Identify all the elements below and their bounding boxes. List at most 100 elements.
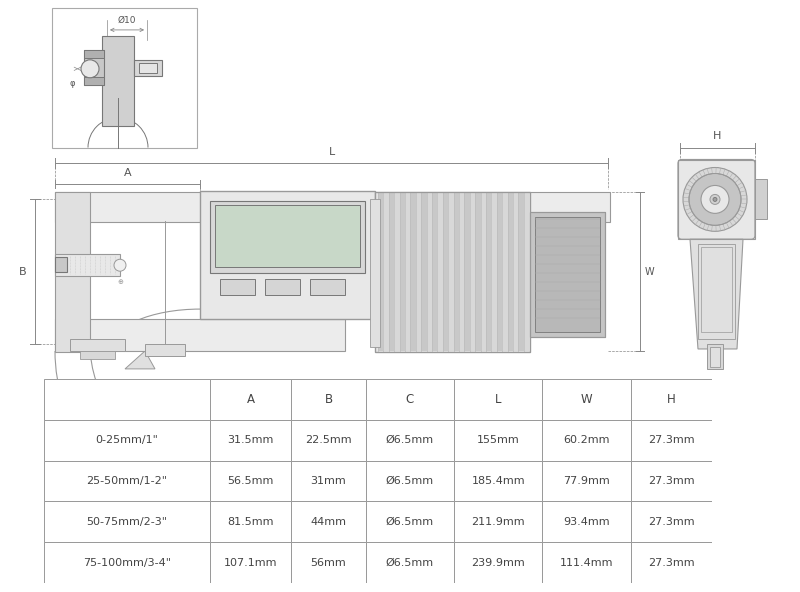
Bar — [366, 379, 454, 420]
Bar — [454, 542, 542, 583]
Bar — [542, 542, 630, 583]
Text: B: B — [325, 393, 333, 406]
Bar — [134, 60, 162, 76]
Text: B: B — [19, 267, 27, 276]
Bar — [215, 205, 360, 267]
Text: φ: φ — [70, 79, 74, 88]
Bar — [84, 50, 104, 85]
Bar — [518, 194, 524, 351]
Bar — [524, 194, 530, 351]
Bar — [497, 194, 502, 351]
Bar — [542, 501, 630, 542]
Bar — [84, 77, 104, 85]
Text: C: C — [406, 393, 414, 406]
Bar — [80, 351, 115, 359]
Bar — [265, 279, 300, 295]
Polygon shape — [690, 239, 743, 349]
Bar — [84, 50, 104, 58]
Bar — [416, 194, 421, 351]
Bar — [698, 244, 735, 339]
Bar — [55, 254, 120, 276]
Bar — [421, 194, 426, 351]
Text: 75-100mm/3-4": 75-100mm/3-4" — [83, 558, 171, 568]
Circle shape — [81, 60, 99, 78]
Bar — [755, 179, 767, 220]
Text: 107.1mm: 107.1mm — [224, 558, 278, 568]
Text: 27.3mm: 27.3mm — [648, 476, 694, 486]
Bar — [210, 379, 291, 420]
Bar — [530, 213, 605, 337]
Bar — [375, 192, 530, 352]
Text: Ø6.5mm: Ø6.5mm — [386, 517, 434, 527]
Bar — [44, 379, 210, 420]
Text: ⊕: ⊕ — [117, 279, 123, 285]
Text: 185.4mm: 185.4mm — [471, 476, 525, 486]
Bar — [470, 194, 475, 351]
Circle shape — [222, 294, 238, 310]
Bar — [410, 194, 416, 351]
Bar — [370, 200, 380, 347]
Text: 93.4mm: 93.4mm — [563, 517, 610, 527]
Bar — [454, 501, 542, 542]
Bar — [710, 347, 720, 367]
Circle shape — [689, 173, 741, 226]
Bar — [44, 461, 210, 501]
Text: 0-25mm/1": 0-25mm/1" — [96, 435, 158, 445]
Bar — [394, 194, 399, 351]
Bar — [44, 542, 210, 583]
Bar — [102, 36, 134, 126]
Text: 56mm: 56mm — [310, 558, 346, 568]
Text: 31mm: 31mm — [310, 476, 346, 486]
Circle shape — [683, 168, 747, 231]
Bar — [454, 379, 542, 420]
Bar — [139, 63, 157, 73]
Text: Ø6.5mm: Ø6.5mm — [386, 476, 434, 486]
Polygon shape — [125, 351, 155, 369]
Bar — [481, 194, 486, 351]
Text: 81.5mm: 81.5mm — [227, 517, 274, 527]
Bar — [210, 420, 291, 461]
Bar — [383, 194, 389, 351]
Bar — [55, 258, 67, 272]
Bar — [310, 279, 345, 295]
Bar — [630, 501, 712, 542]
Bar — [55, 319, 345, 351]
Bar — [210, 542, 291, 583]
Bar — [405, 194, 410, 351]
Bar — [443, 194, 448, 351]
Bar — [542, 420, 630, 461]
Bar — [70, 339, 125, 351]
Bar — [366, 420, 454, 461]
Bar — [475, 194, 481, 351]
Bar — [502, 194, 507, 351]
Bar — [55, 192, 610, 223]
Text: 211.9mm: 211.9mm — [471, 517, 525, 527]
Text: A: A — [246, 393, 254, 406]
Bar — [291, 461, 366, 501]
Text: 60.2mm: 60.2mm — [563, 435, 610, 445]
Text: 77.9mm: 77.9mm — [563, 476, 610, 486]
Bar — [454, 194, 459, 351]
Bar — [486, 194, 491, 351]
Bar — [291, 501, 366, 542]
Bar — [378, 194, 383, 351]
Text: L: L — [328, 147, 334, 156]
Text: 111.4mm: 111.4mm — [560, 558, 614, 568]
Text: W: W — [581, 393, 592, 406]
Text: Ø10: Ø10 — [118, 16, 136, 25]
Text: 239.9mm: 239.9mm — [471, 558, 525, 568]
Bar — [678, 159, 755, 239]
Bar — [432, 194, 438, 351]
Text: 31.5mm: 31.5mm — [227, 435, 274, 445]
Bar — [220, 279, 255, 295]
Bar — [210, 501, 291, 542]
Bar — [55, 192, 90, 352]
Bar — [389, 194, 394, 351]
Bar — [210, 461, 291, 501]
Bar — [535, 217, 600, 332]
Bar — [513, 194, 518, 351]
Bar — [291, 420, 366, 461]
Circle shape — [114, 259, 126, 271]
Text: 50-75mm/2-3": 50-75mm/2-3" — [86, 517, 167, 527]
Text: 56.5mm: 56.5mm — [227, 476, 274, 486]
